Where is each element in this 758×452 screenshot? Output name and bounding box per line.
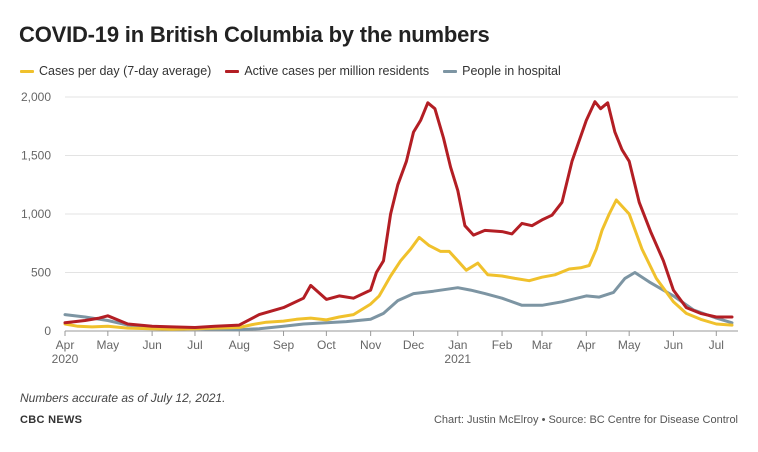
legend-label-cases: Cases per day (7-day average) xyxy=(39,64,212,78)
x-tick-label: Apr xyxy=(577,338,596,352)
y-tick-label: 1,000 xyxy=(21,207,51,221)
brand-label: CBC NEWS xyxy=(20,414,83,426)
x-tick-label: Mar xyxy=(532,338,553,352)
chart-credit: Chart: Justin McElroy • Source: BC Centr… xyxy=(433,414,738,426)
x-tick-label: Dec xyxy=(403,338,424,352)
legend-swatch-cases xyxy=(20,69,34,73)
x-tick-label: Jan xyxy=(448,338,467,352)
data-note: Numbers accurate as of July 12, 2021. xyxy=(20,391,226,405)
x-tick-label: Oct xyxy=(317,338,336,352)
legend-item-hospital: People in hospital xyxy=(443,64,561,78)
legend-swatch-active xyxy=(225,69,240,73)
x-tick-label: Jun xyxy=(142,338,161,352)
y-tick-label: 1,500 xyxy=(21,149,51,163)
x-tick-label: Sep xyxy=(273,338,295,352)
x-tick-label: May xyxy=(618,338,641,352)
x-tick-label: Nov xyxy=(360,338,381,352)
x-tick-year-label: 2021 xyxy=(444,352,471,366)
x-tick-label: May xyxy=(97,338,120,352)
x-tick-label: Apr xyxy=(56,338,75,352)
legend: Cases per day (7-day average) Active cas… xyxy=(20,64,561,78)
legend-item-active: Active cases per million residents xyxy=(225,64,429,78)
y-tick-label: 0 xyxy=(44,324,51,338)
x-tick-label: Aug xyxy=(229,338,250,352)
series-line-cases xyxy=(63,198,734,331)
y-tick-label: 2,000 xyxy=(21,90,51,104)
x-tick-label: Jul xyxy=(187,338,202,352)
chart-title: COVID-19 in British Columbia by the numb… xyxy=(19,22,490,47)
x-tick-year-label: 2020 xyxy=(52,352,79,366)
x-tick-label: Feb xyxy=(492,338,513,352)
legend-item-cases: Cases per day (7-day average) xyxy=(20,64,211,78)
x-tick-label: Jun xyxy=(664,338,683,352)
series-line-hospital xyxy=(63,271,734,332)
legend-label-hospital: People in hospital xyxy=(462,64,561,78)
legend-swatch-hospital xyxy=(443,69,458,73)
legend-label-active: Active cases per million residents xyxy=(244,64,430,78)
y-tick-label: 500 xyxy=(31,266,51,280)
series-line-active-cases xyxy=(63,100,734,329)
x-tick-label: Jul xyxy=(709,338,724,352)
